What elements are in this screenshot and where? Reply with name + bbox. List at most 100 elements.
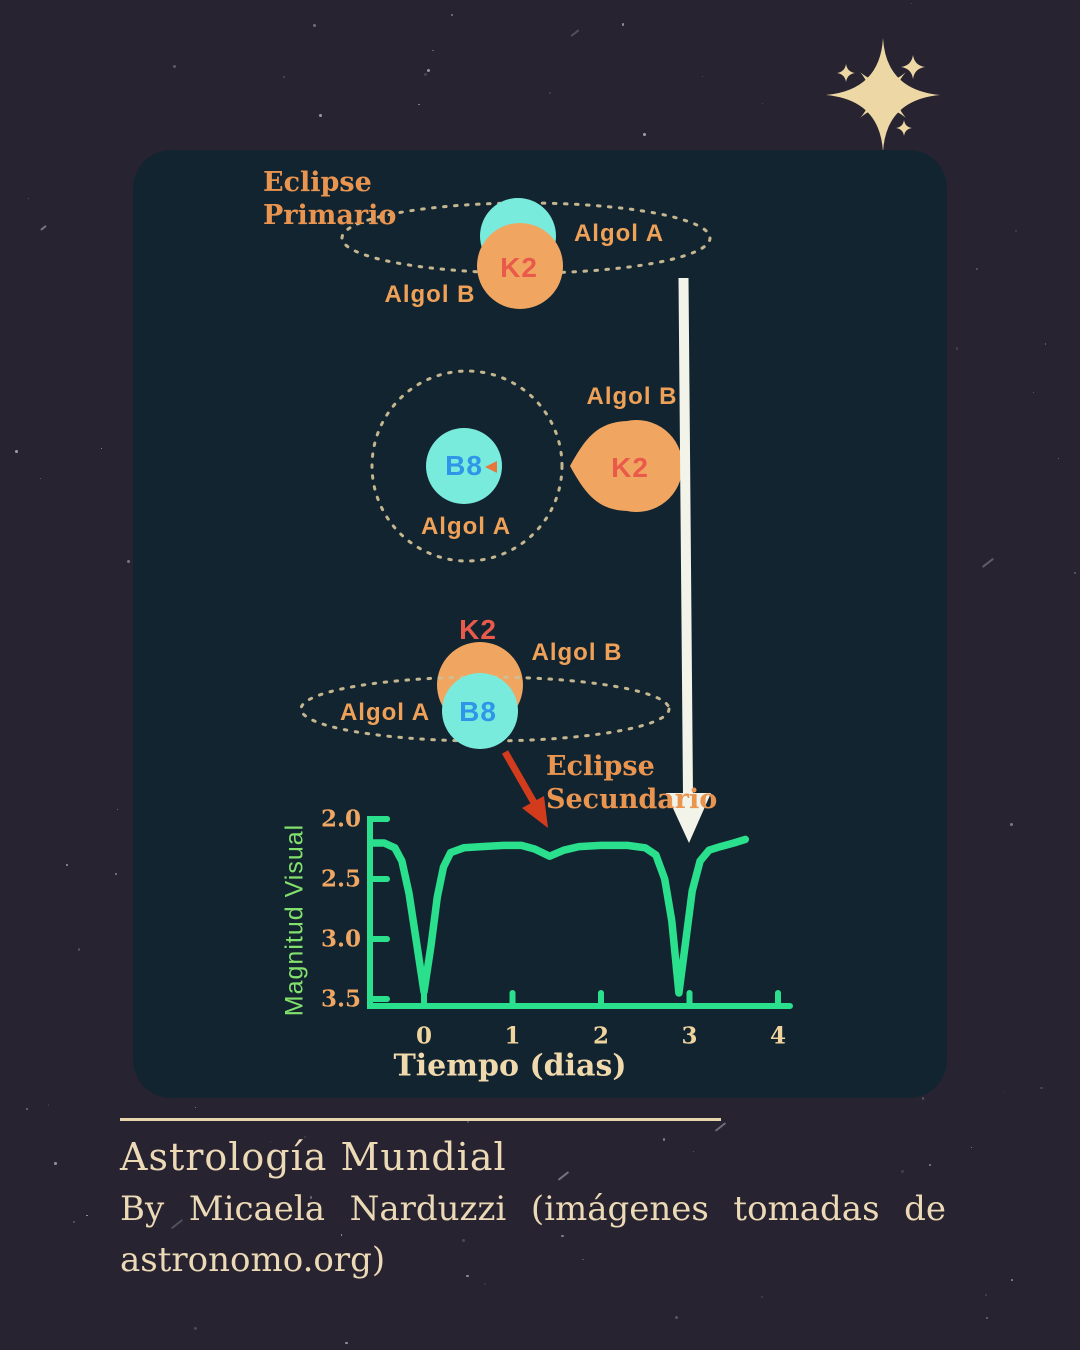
background-star-dot [643,133,647,136]
footer-title: Astrología Mundial [120,1135,507,1179]
background-star-dot [692,1150,694,1152]
background-star-dot [462,1239,465,1242]
background-star-dot [166,1265,168,1266]
mass-transfer-arrow-icon [485,461,497,473]
background-star-dot [173,65,176,68]
background-star-dot [25,1107,29,1110]
sparkle-small-left [837,64,855,82]
algol-b-teardrop-star [570,420,683,512]
background-star-dot [451,13,453,16]
background-star-dot [1057,458,1059,459]
background-star-dot [195,1107,197,1109]
sparkle-small-bottom [896,120,912,136]
background-star-dot [674,1315,678,1319]
algol-b-label-top: Algol B [384,281,476,308]
background-star-dot [663,1138,666,1141]
y-tick-label: 2.5 [320,865,361,893]
background-star-dot [269,1140,272,1143]
background-star-dot [1014,229,1018,233]
algol-a-star-bottom [442,673,518,749]
secondary-eclipse-arrow-shaft [501,750,540,808]
background-star-dot [345,1341,348,1345]
background-star-dot [423,73,427,77]
secondary-eclipse-caption: Eclipse Secundario [546,751,718,815]
x-tick-label: 1 [504,1022,521,1050]
background-star-dot [548,91,552,94]
algol-a-label-bottom: Algol A [339,699,431,726]
orbit-ellipse-top [340,201,712,275]
background-star-dot [115,873,117,876]
background-star-dot [426,69,431,73]
secondary-eclipse-arrow-head [522,796,548,828]
sparkle-small-top [901,55,925,79]
background-star-dot [127,560,131,563]
background-star-dot [313,23,316,27]
background-star-dot [1040,1086,1043,1090]
roche-lobe-circle [370,369,564,563]
background-star-dot [621,23,625,26]
background-star-dot [319,114,323,117]
algol-a-label-middle: Algol A [420,513,512,540]
background-star-dot [65,863,68,866]
algol-a-label-top: Algol A [573,220,665,247]
footer-byline-line2: astronomo.org) [120,1240,386,1280]
background-star-dot [1011,1279,1013,1281]
background-star-dot [975,267,979,271]
y-tick-label: 2.0 [320,805,361,833]
background-star-dot [921,1097,925,1100]
background-star-dot [1044,343,1046,345]
footer-caption: Astrología Mundial By Micaela Narduzzi (… [120,1118,946,1280]
background-star-dot [309,1196,313,1199]
four-point-star-icon [826,38,940,152]
background-star-dot [418,103,420,106]
background-star-dot [1010,823,1014,827]
background-star-dot [701,75,704,78]
background-star-dot [77,947,81,951]
background-star-dot [955,347,959,350]
light-curve-chart [367,816,793,1009]
background-star-dot [100,447,103,450]
background-star-dot [582,1258,584,1261]
x-tick-label: 3 [681,1022,698,1050]
primary-eclipse-arrow-head [666,793,711,843]
background-star-dot [39,477,41,479]
primary-eclipse-arrow-shaft [678,277,693,797]
footer-divider-line [120,1118,721,1121]
background-star-dot [303,1136,306,1138]
background-star-dot [54,1161,57,1165]
background-star-dot [1073,572,1076,575]
background-star-dot [984,1293,988,1297]
y-tick-label: 3.0 [320,925,361,953]
background-star-dot [47,1104,50,1106]
b8-spectral-label-bottom: B8 [459,696,497,727]
y-tick-label: 3.5 [320,985,361,1013]
background-star-dot [986,1317,989,1320]
background-star-dot [928,1164,931,1167]
algol-b-label-bottom: Algol B [531,639,623,666]
background-star-dot [116,808,119,811]
k2-spectral-label-top: K2 [500,252,538,283]
light-curve-line [368,835,750,997]
background-star-dot [1002,1091,1004,1093]
background-star-dot [762,102,764,105]
y-axis-title: Magnitud Visual [280,823,309,1017]
algol-a-star-middle [426,428,502,504]
algol-b-star-top [477,223,563,309]
x-tick-label: 4 [769,1022,787,1050]
x-axis-title: Tiempo (dias) [393,1048,627,1084]
background-star-streak [981,558,994,569]
b8-spectral-label-middle: B8 [445,450,483,481]
background-star-dot [911,3,913,5]
diagram-shapes-layer [299,198,793,1009]
background-star-streak [570,29,581,38]
k2-spectral-label-bottom: K2 [459,614,497,645]
algol-diagram-panel: Eclipse Primario Algol A Algol B K2 Algo… [133,150,947,1098]
primary-eclipse-caption: Eclipse Primario [263,167,397,231]
background-star-dot [73,1221,75,1223]
background-star-dot [1032,392,1034,394]
background-star-dot [340,1234,343,1236]
background-star-dot [761,1295,764,1298]
background-star-dot [282,75,286,79]
k2-spectral-label-middle: K2 [611,452,649,483]
